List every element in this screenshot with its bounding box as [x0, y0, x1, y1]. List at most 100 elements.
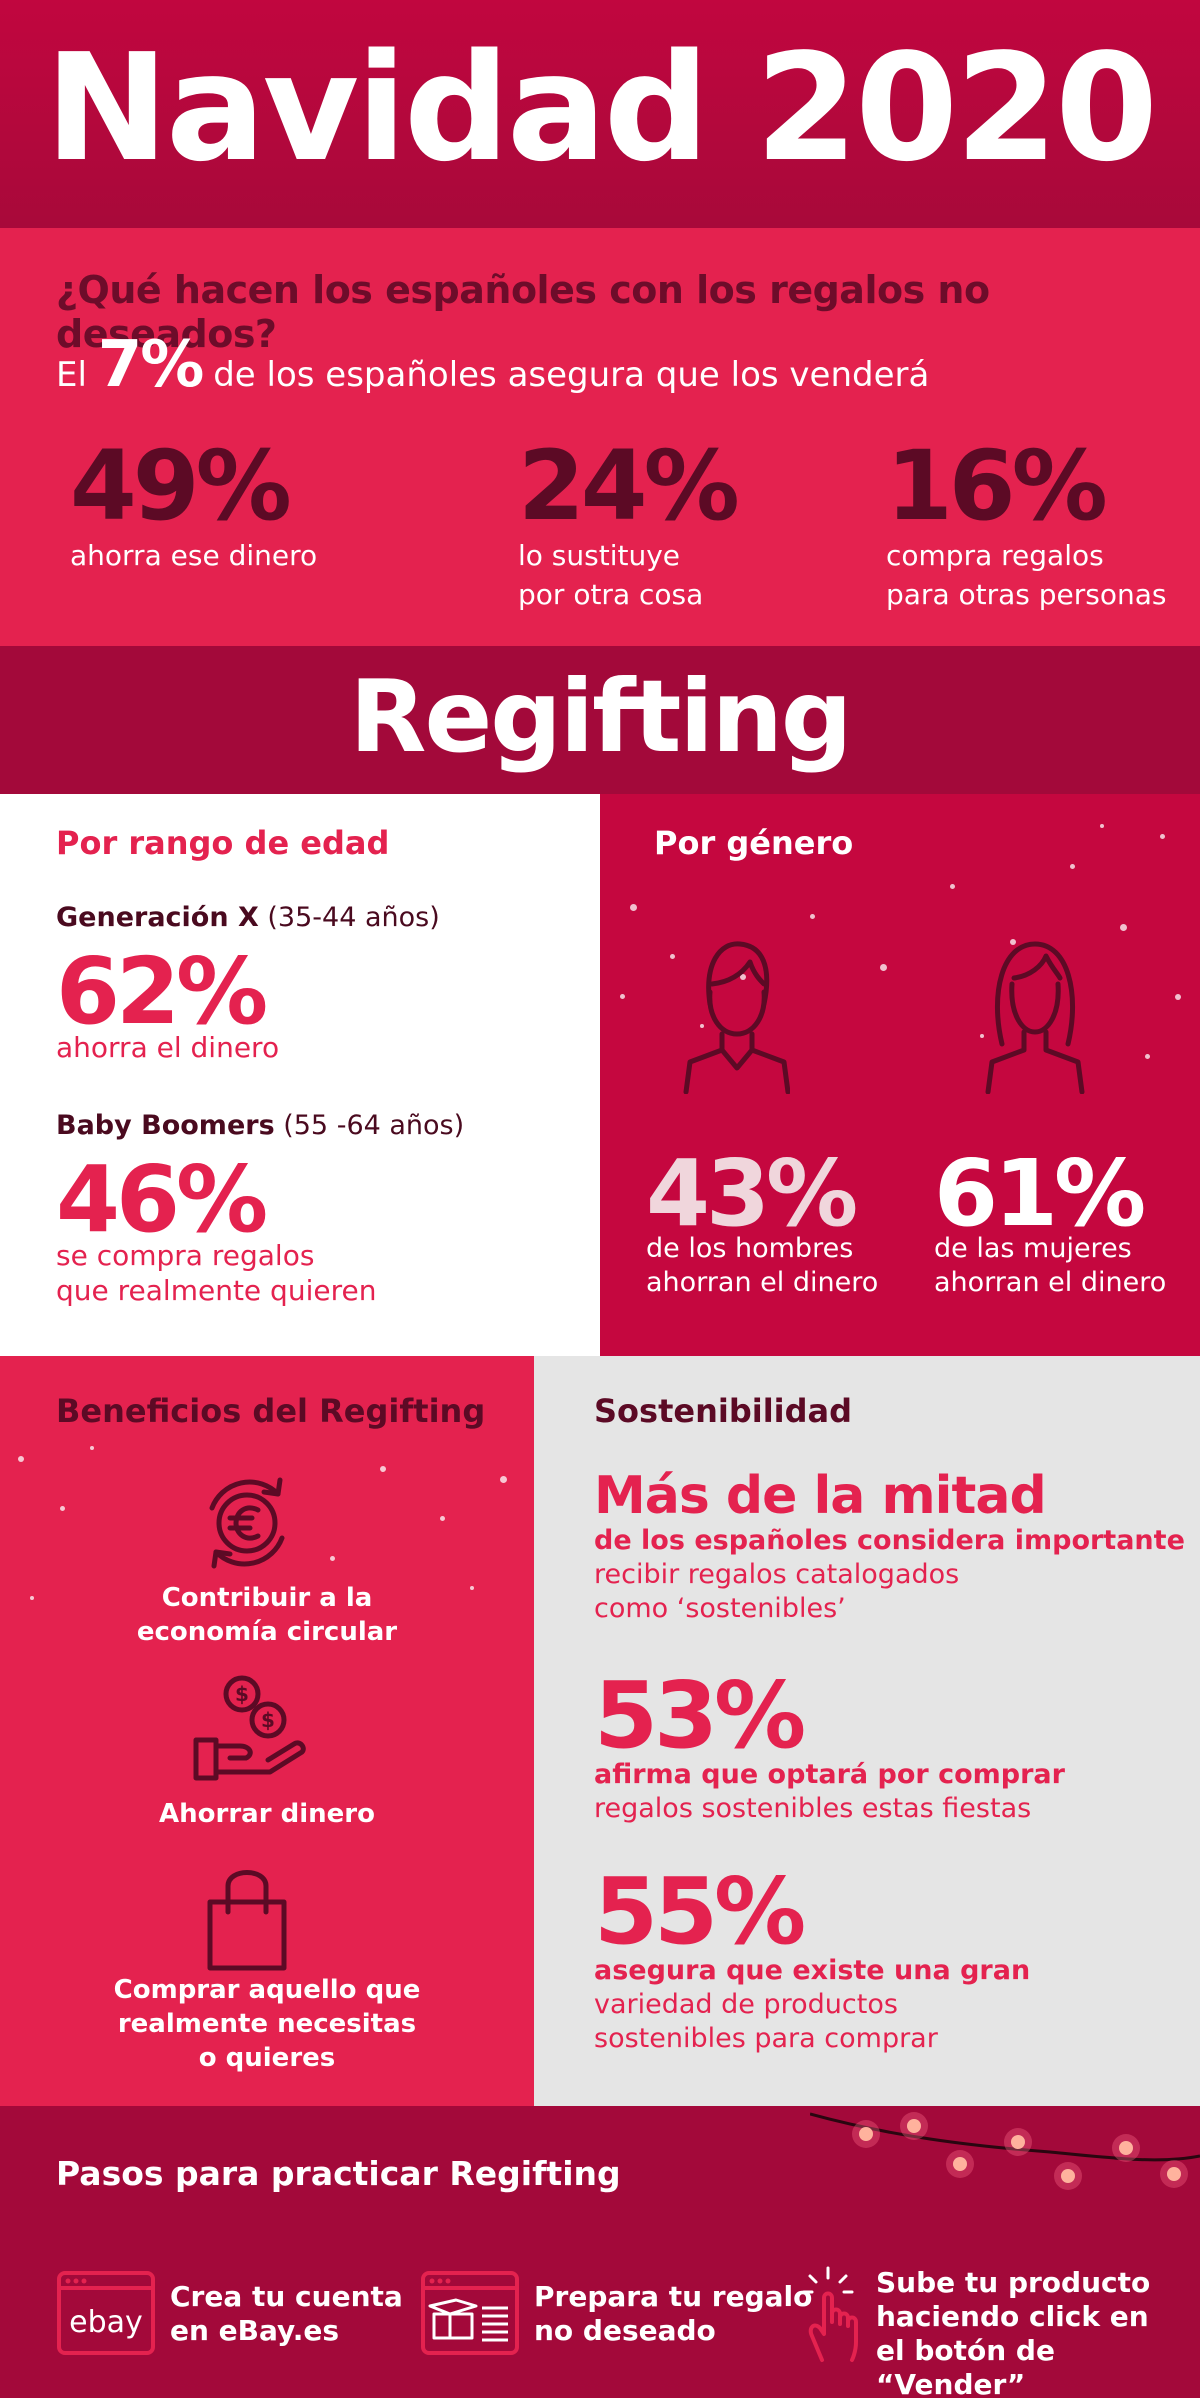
age-group-name: Generación X (35-44 años)	[56, 902, 440, 933]
snow-dot	[630, 904, 637, 911]
hand-coins-icon: $ $	[193, 1675, 306, 1781]
regifting-title: Regifting	[349, 658, 852, 775]
man-icon	[683, 941, 790, 1094]
sustainability-stat-bold: afirma que optará por comprar	[594, 1759, 1065, 1790]
snow-dot	[1070, 864, 1075, 869]
generation-name: Baby Boomers	[56, 1110, 275, 1141]
page-title: Navidad 2020	[44, 22, 1158, 194]
age-stat-value: 62%	[56, 938, 268, 1045]
snow-dot	[380, 1466, 386, 1472]
hand-click-icon	[802, 2266, 858, 2362]
women-stat-label: ahorran el dinero	[934, 1267, 1167, 1298]
sustainability-section: Sostenibilidad Más de la mitad de los es…	[534, 1356, 1200, 2106]
benefit-line: Contribuir a la	[161, 1583, 373, 1613]
generation-range: (35-44 años)	[258, 902, 440, 933]
step-label: Prepara tu regalo no deseado	[534, 2280, 812, 2348]
step-label: Sube tu producto haciendo click en el bo…	[876, 2266, 1200, 2398]
benefits-title: Beneficios del Regifting	[56, 1392, 486, 1430]
snow-dot	[470, 1586, 474, 1590]
benefit-label: Comprar aquello que realmente necesitas …	[0, 1974, 534, 2075]
snow-dot	[1100, 824, 1104, 828]
age-stat-label: que realmente quieren	[56, 1274, 377, 1307]
sustainability-stat-bold: asegura que existe una gran	[594, 1955, 1031, 1986]
snow-dot	[1175, 994, 1181, 1000]
benefits-section: Beneficios del Regifting Contribuir a la…	[0, 1356, 534, 2106]
age-section: Por rango de edad Generación X (35-44 añ…	[0, 794, 600, 1356]
sustainability-headline-line: recibir regalos catalogados	[594, 1559, 960, 1590]
snow-dot	[500, 1476, 507, 1483]
benefit-line: Ahorrar dinero	[159, 1799, 375, 1829]
step-line: haciendo click en	[876, 2300, 1149, 2334]
sustainability-headline-bold: de los españoles considera importante	[594, 1525, 1185, 1556]
benefit-line: o quieres	[198, 2042, 336, 2073]
sustainability-headline: Más de la mitad	[594, 1466, 1047, 1526]
survey-section: ¿Qué hacen los españoles con los regalos…	[0, 228, 1200, 646]
shopping-bag-icon	[207, 1870, 287, 1971]
survey-stat: 24% lo sustituye por otra cosa	[518, 430, 740, 612]
stat-label-line1: compra regalos	[886, 539, 1104, 572]
sustainability-title: Sostenibilidad	[594, 1392, 853, 1430]
steps-title: Pasos para practicar Regifting	[56, 2154, 621, 2193]
regifting-banner: Regifting	[0, 646, 1200, 794]
woman-icon	[985, 941, 1085, 1094]
sustainability-stat-line: sostenibles para comprar	[594, 2023, 938, 2054]
step-label: Crea tu cuenta en eBay.es	[170, 2280, 403, 2348]
men-stat-value: 43%	[646, 1140, 858, 1247]
generation-name: Generación X	[56, 902, 259, 933]
step-line: en eBay.es	[170, 2314, 340, 2348]
benefit-line: Comprar aquello que	[113, 1975, 421, 2005]
stat-value: 49%	[70, 430, 292, 542]
snow-dot	[810, 914, 815, 919]
sustainability-stat-value: 55%	[594, 1858, 806, 1965]
svg-text:$: $	[235, 1682, 249, 1706]
snow-dot	[18, 1456, 24, 1462]
euro-circular-icon	[209, 1477, 285, 1569]
survey-question: ¿Qué hacen los españoles con los regalos…	[56, 268, 990, 356]
age-stat-label: ahorra el dinero	[56, 1031, 280, 1064]
sustainability-stat-line: variedad de productos	[594, 1989, 898, 2020]
sustainability-stat-value: 53%	[594, 1662, 806, 1769]
snow-dot	[950, 884, 955, 889]
stat-label-line1: ahorra ese dinero	[70, 539, 318, 572]
benefit-line: economía circular	[136, 1616, 398, 1647]
benefit-label: Contribuir a la economía circular	[0, 1582, 534, 1650]
intro-post: de los españoles asegura que los venderá	[213, 355, 930, 395]
survey-intro: El 7% de los españoles asegura que los v…	[56, 328, 929, 402]
snow-dot	[1145, 1054, 1150, 1059]
intro-percent: 7%	[97, 328, 205, 402]
snow-dot	[90, 1446, 94, 1450]
ebay-window-icon: ebay	[57, 2271, 155, 2355]
men-stat-label: ahorran el dinero	[646, 1267, 879, 1298]
string-lights-icon	[810, 2112, 1200, 2190]
snow-dot	[980, 1034, 984, 1038]
header-banner: Navidad 2020	[0, 0, 1200, 228]
gender-section: Por género 43% de los hombres ahorran el…	[600, 794, 1200, 1356]
snow-dot	[60, 1506, 65, 1511]
age-title: Por rango de edad	[56, 824, 390, 862]
women-stat-label: de las mujeres	[934, 1233, 1132, 1264]
survey-stat: 16% compra regalos para otras personas	[886, 438, 1167, 612]
snow-dot	[1010, 939, 1016, 945]
ebay-logo-text: ebay	[69, 2305, 143, 2340]
stat-label-line1: lo sustituye	[518, 539, 681, 572]
stat-label-line2: para otras personas	[886, 578, 1167, 611]
survey-stat: 49% ahorra ese dinero	[70, 438, 317, 577]
stat-value: 24%	[518, 430, 740, 542]
svg-text:$: $	[261, 1708, 275, 1732]
snow-dot	[330, 1556, 335, 1561]
snow-dot	[1120, 924, 1127, 931]
women-stat-value: 61%	[934, 1140, 1146, 1247]
step-line: no deseado	[534, 2314, 716, 2348]
sustainability-headline-line: como ‘sostenibles’	[594, 1593, 846, 1624]
snow-dot	[740, 974, 746, 980]
stat-label-line2: por otra cosa	[518, 578, 704, 611]
benefit-label: Ahorrar dinero	[0, 1798, 534, 1832]
sustainability-stat-line: regalos sostenibles estas fiestas	[594, 1793, 1032, 1824]
gender-title: Por género	[654, 824, 854, 862]
age-stat-value: 46%	[56, 1146, 268, 1253]
snow-dot	[880, 964, 887, 971]
step-line: Sube tu producto	[876, 2266, 1151, 2299]
steps-section: Pasos para practicar Regifting ebay Crea…	[0, 2106, 1200, 2398]
intro-pre: El	[56, 355, 87, 395]
snow-dot	[700, 1024, 704, 1028]
